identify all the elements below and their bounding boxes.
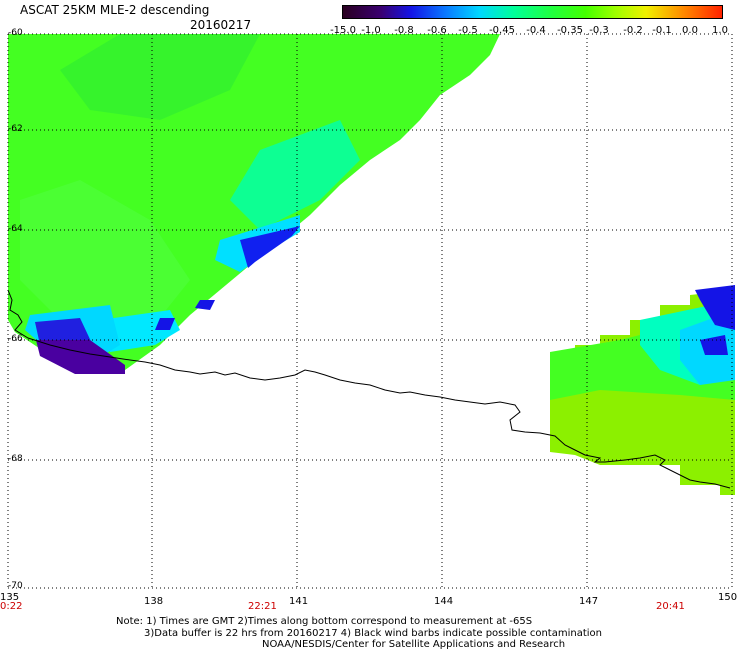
colorbar-label: -0.5 [458,25,478,36]
data-swath-east [550,285,735,495]
colorbar-label: -15.0 [330,25,356,36]
lon-label: 138 [144,596,164,607]
colorbar-label: 0.0 [682,25,698,36]
colorbar-label: -0.45 [489,25,515,36]
note-line-3: NOAA/NESDIS/Center for Satellite Applica… [262,639,566,650]
colorbar-label: -0.35 [557,25,583,36]
note-line-1: Note: 1) Times are GMT 2)Times along bot… [116,616,533,627]
lat-label: -70 [8,581,23,591]
colorbar-label: -0.8 [394,25,414,36]
graticule [7,33,733,589]
coastline [7,289,731,489]
data-swath-west [8,34,500,374]
lat-label: -60 [8,28,23,38]
lat-label: -66 [8,334,23,344]
colorbar-label: -0.1 [652,25,672,36]
map-title: ASCAT 25KM MLE-2 descending [20,3,210,17]
colorbar-label: -0.2 [623,25,643,36]
lon-label: 144 [434,596,454,607]
colorbar [342,5,723,19]
colorbar-label: -0.4 [526,25,546,36]
lat-label: -64 [8,224,23,234]
lon-label: 147 [579,596,599,607]
colorbar-label: 1.0 [712,25,728,36]
colorbar-label: -1.0 [361,25,381,36]
lon-label: 141 [289,596,309,607]
lat-label: -68 [8,454,23,464]
colorbar-label: -0.6 [427,25,447,36]
map-date: 20160217 [190,18,252,32]
lat-label: -62 [8,124,23,134]
time-label: 20:41 [656,601,685,612]
time-label: 0:22 [0,601,23,612]
time-label: 22:21 [248,601,277,612]
lon-label: 150 [718,592,738,603]
colorbar-label: -0.3 [589,25,609,36]
lon-label: 135 [0,592,20,603]
note-line-2: 3)Data buffer is 22 hrs from 20160217 4)… [144,628,602,639]
